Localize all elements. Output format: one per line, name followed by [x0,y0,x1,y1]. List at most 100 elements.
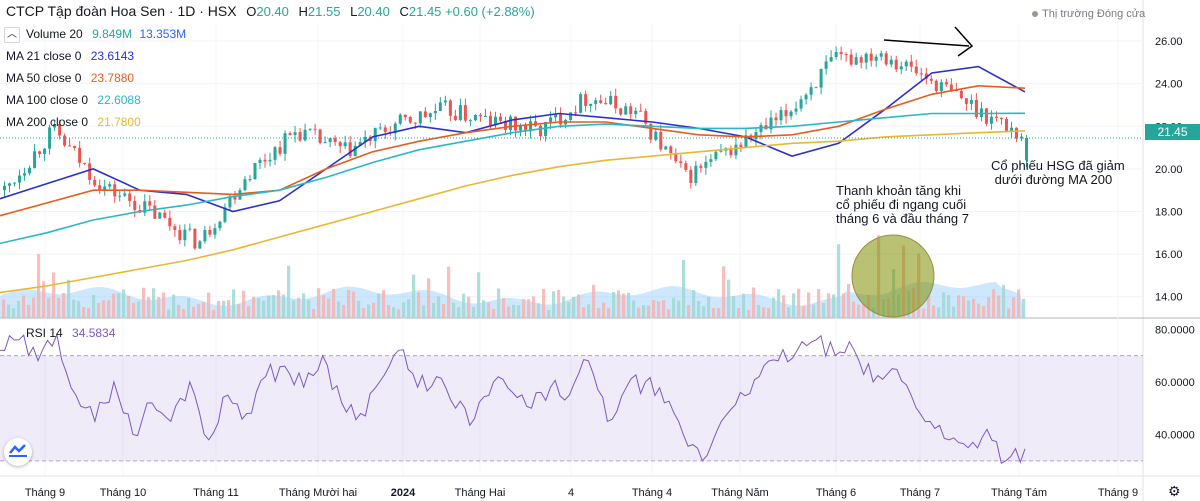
volume-bar [162,292,166,318]
volume-bar [637,307,641,318]
candle-body [48,127,52,149]
indicator-ma50[interactable]: MA 50 close 0 23.7880 [6,71,135,85]
indicator-rsi[interactable]: RSI 14 34.5834 [26,326,116,340]
candle-body [909,61,913,67]
indicator-ma21[interactable]: MA 21 close 0 23.6143 [6,49,135,63]
volume-bar [202,302,206,318]
volume-bar [117,293,121,318]
tradingview-logo-icon[interactable] [4,438,32,466]
candle-body [223,207,227,222]
time-tick-label: Tháng 4 [632,487,672,499]
candle-body [33,151,37,168]
candle-body [498,116,502,121]
candle-body [198,241,202,249]
candle-body [759,125,763,133]
volume-bar [472,306,476,318]
volume-bar [857,304,861,318]
volume-bar [557,289,561,318]
volume-bar [57,297,61,318]
volume-bar [337,301,341,318]
volume-bar [702,306,706,318]
volume-bar [97,302,101,318]
volume-bar [177,304,181,318]
candle-body [1025,137,1028,161]
indicator-ma100[interactable]: MA 100 close 0 22.6088 [6,93,141,107]
volume-bar [527,299,531,318]
candle-body [28,167,32,174]
volume-bar [567,301,571,318]
volume-bar [757,305,761,318]
price-tick-label: 18.00 [1155,206,1183,218]
volume-bar [357,300,361,318]
last-price-tag: 21.45 [1145,124,1200,140]
volume-bar [522,299,526,318]
candle-body [443,100,447,103]
volume-bar [747,309,751,318]
candle-body [594,100,598,104]
candle-body [378,127,382,129]
volume-bar [787,307,791,318]
candle-body [478,114,482,117]
volume-bar [542,288,546,318]
volume-bar [367,304,371,318]
volume-bar [732,296,736,318]
candle-body [243,179,247,191]
candle-body [93,179,97,186]
volume-bar [447,266,451,318]
volume-bar [597,308,601,318]
candle-body [729,148,733,156]
candle-body [844,54,848,56]
candle-body [408,116,412,123]
candle-body [744,135,748,148]
indicator-volume[interactable]: Volume 20 9.849M 13.353M [26,27,187,41]
volume-bar [837,244,841,318]
candle-body [363,136,367,143]
market-status: Thị trường Đóng cửa [1032,8,1145,20]
candle-body [664,146,668,150]
candle-body [709,159,713,162]
collapse-indicators-button[interactable]: ︿ [4,27,20,43]
candle-body [258,159,262,163]
volume-bar [417,292,421,318]
candle-body [869,53,873,61]
volume-bar [842,293,846,318]
volume-bar [762,307,766,318]
candle-body [574,112,578,114]
candle-body [804,94,808,100]
symbol-title[interactable]: CTCP Tập đoàn Hoa Sen · 1D · HSX [6,3,237,19]
indicator-ma200[interactable]: MA 200 close 0 21.7800 [6,115,141,129]
candle-body [108,184,112,187]
volume-bar [457,307,461,318]
volume-bar [272,295,276,318]
volume-bar [707,297,711,318]
candle-body [674,153,678,162]
candle-body [789,111,793,117]
volume-bar [172,294,176,318]
volume-bar [1017,289,1021,318]
volume-bar [302,293,306,318]
candle-body [829,57,833,62]
time-tick-label: Tháng 9 [25,487,65,499]
candle-body [624,106,628,115]
rsi-band [0,355,1143,461]
volume-bar [932,305,936,318]
candle-body [894,59,898,70]
volume-bar [552,291,556,318]
gear-icon[interactable]: ⚙ [1168,483,1181,499]
time-tick-label: Tháng Năm [711,487,768,499]
volume-bar [37,254,41,318]
volume-bar [967,300,971,318]
candle-body [984,108,988,124]
candle-body [203,229,207,242]
candle-body [163,212,167,218]
candle-body [323,142,327,144]
candle-body [879,53,883,57]
volume-bar [42,281,46,318]
volume-bar [692,290,696,318]
annotation-circle [851,234,935,318]
volume-bar [182,309,186,318]
time-tick-label: Tháng Tám [991,487,1047,499]
candle-body [358,142,362,146]
ma21-line [0,65,1026,213]
